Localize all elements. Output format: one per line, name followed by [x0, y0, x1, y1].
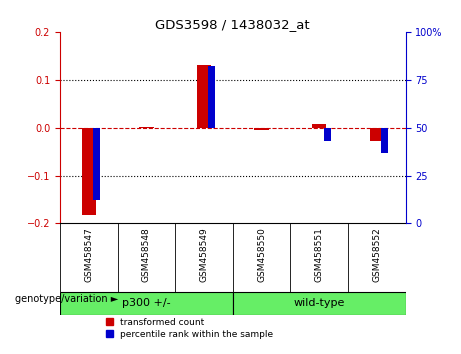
Legend: transformed count, percentile rank within the sample: transformed count, percentile rank withi…	[106, 318, 273, 339]
Text: wild-type: wild-type	[294, 298, 345, 308]
Text: p300 +/-: p300 +/-	[122, 298, 171, 308]
Text: genotype/variation ►: genotype/variation ►	[15, 294, 118, 304]
Bar	[208, 66, 215, 128]
Text: GSM458551: GSM458551	[315, 227, 324, 282]
Bar	[197, 65, 211, 128]
Text: GSM458550: GSM458550	[257, 227, 266, 282]
Bar	[60, 292, 233, 315]
Bar	[312, 124, 326, 128]
Bar	[93, 128, 100, 200]
Bar	[139, 127, 154, 128]
Bar	[324, 128, 331, 141]
Text: GSM458549: GSM458549	[200, 227, 208, 281]
Bar	[381, 128, 388, 153]
Bar	[370, 128, 384, 141]
Title: GDS3598 / 1438032_at: GDS3598 / 1438032_at	[155, 18, 310, 31]
Bar	[82, 128, 96, 215]
Bar	[233, 292, 406, 315]
Text: GSM458552: GSM458552	[372, 227, 381, 281]
Bar	[254, 128, 269, 130]
Text: GSM458547: GSM458547	[84, 227, 93, 281]
Text: GSM458548: GSM458548	[142, 227, 151, 281]
